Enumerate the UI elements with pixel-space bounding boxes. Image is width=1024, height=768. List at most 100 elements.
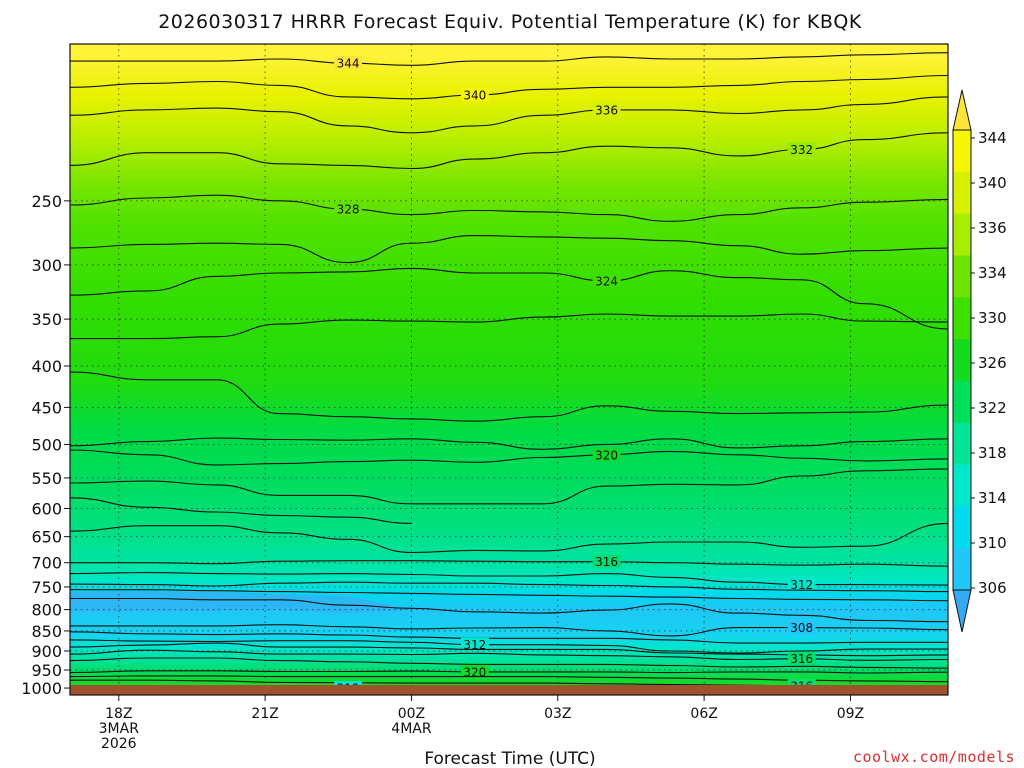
plot-border — [69, 43, 949, 696]
contour-line-310-18 — [70, 597, 948, 623]
contour-label-bg — [592, 554, 621, 568]
colorbar-label-344: 344 — [978, 129, 1007, 147]
contour-label-bg — [787, 651, 816, 665]
contour-label-bg — [460, 637, 489, 651]
contour-label-bg — [334, 202, 363, 216]
contour-label-bg — [592, 102, 621, 116]
contour-label-332: 332 — [790, 143, 813, 157]
contour-line-316-14 — [70, 560, 948, 567]
contour-label-336: 336 — [595, 103, 618, 117]
x-tick-label-24-1: 4MAR — [391, 721, 432, 737]
contour-line-318-24 — [70, 657, 948, 669]
colorbar-segment-8 — [953, 422, 971, 466]
x-tick-label-24-0: 00Z — [398, 706, 425, 722]
chart-title: 2026030317 HRRR Forecast Equiv. Potentia… — [158, 11, 862, 33]
colorbar-label-306: 306 — [978, 579, 1007, 597]
contour-label-bg — [460, 664, 489, 678]
x-tick-label-18-2: 2026 — [101, 736, 137, 752]
colorbar-segment-4 — [953, 255, 971, 298]
y-tick-label-400: 400 — [31, 357, 62, 376]
colorbar: 344 340 336 334 330 326 322 318 314 310 306 — [952, 89, 1007, 633]
colorbar-label-322: 322 — [978, 399, 1007, 417]
contour-label-308: 308 — [790, 621, 813, 635]
colorbar-label-334: 334 — [978, 264, 1007, 282]
cold-pocket-region — [70, 590, 412, 614]
y-tick-label-850: 850 — [31, 622, 62, 641]
colorbar-segment-1 — [953, 130, 971, 173]
contour-line-320-25 — [70, 670, 948, 674]
x-tick-label-27-0: 03Z — [544, 706, 571, 722]
contour-line-308-20 — [70, 631, 948, 644]
y-tick-label-450: 450 — [31, 398, 62, 417]
contour-line-324-6 — [70, 267, 948, 330]
colorbar-segment-7 — [953, 380, 971, 424]
colorbar-segment-3 — [953, 213, 971, 256]
colorbar-frame — [952, 129, 972, 591]
contour-label-320: 320 — [463, 665, 486, 679]
contour-line-312-21 — [70, 639, 948, 654]
y-tick-label-300: 300 — [31, 256, 62, 275]
contour-line-312-17 — [70, 589, 948, 602]
colorbar-top-arrow — [952, 89, 972, 131]
contour-label-bg — [334, 56, 363, 70]
y-tick-label-550: 550 — [31, 469, 62, 488]
y-tick-label-250: 250 — [31, 192, 62, 211]
y-tick-label-800: 800 — [31, 601, 62, 620]
colorbar-segment-6 — [953, 339, 971, 382]
y-tick-label-650: 650 — [31, 528, 62, 547]
credit-label: coolwx.com/models — [853, 748, 1015, 766]
contour-label-340: 340 — [463, 89, 486, 103]
y-tick-label-900: 900 — [31, 642, 62, 661]
contour-label-316: 316 — [790, 652, 813, 666]
contour-label-312: 312 — [463, 638, 486, 652]
contour-label-316: 316 — [595, 555, 618, 569]
terrain-strip — [70, 685, 948, 695]
contour-label-bg — [787, 577, 816, 591]
colorbar-segment-5 — [953, 297, 971, 340]
colorbar-bottom-arrow — [952, 589, 972, 633]
contour-label-320: 320 — [595, 448, 618, 462]
contour-line-318-13 — [70, 522, 948, 554]
y-tick-label-700: 700 — [31, 554, 62, 573]
contour-lines: 3443403363323283243203163123083123163203… — [70, 52, 948, 695]
y-tick-label-750: 750 — [31, 578, 62, 597]
contour-line-320-10 — [70, 449, 948, 466]
y-tick-label-1000: 1000 — [21, 679, 62, 698]
contour-label-bg — [787, 142, 816, 156]
plot-frame — [69, 43, 949, 696]
colorbar-label-318: 318 — [978, 444, 1007, 462]
y-tick-label-350: 350 — [31, 310, 62, 329]
contour-line-318-12 — [70, 497, 412, 524]
colorbar-segment-9 — [953, 464, 971, 507]
x-tick-label-21-0: 21Z — [251, 706, 278, 722]
plot-area-fills — [70, 44, 948, 695]
x-axis-label: Forecast Time (UTC) — [424, 749, 595, 768]
contour-line-340-1 — [70, 74, 948, 100]
contour-line-328-5 — [70, 235, 948, 264]
contour-label-bg — [460, 88, 489, 102]
colorbar-label-340: 340 — [978, 174, 1007, 192]
contour-label-bg — [787, 620, 816, 634]
contour-label-bg — [592, 447, 621, 461]
x-tick-label-33-0: 09Z — [837, 706, 864, 722]
contour-line-318-11 — [70, 468, 948, 505]
contour-label-312: 312 — [790, 578, 813, 592]
contour-line-312-16 — [70, 581, 948, 593]
y-axis: 2503003504004505005506006507007508008509… — [21, 192, 70, 698]
contour-line-328-4 — [70, 194, 948, 222]
colorbar-segment-10 — [953, 506, 971, 549]
contour-label-328: 328 — [337, 203, 360, 217]
contour-line-344-0 — [70, 52, 948, 66]
contour-line-320-9 — [70, 437, 948, 450]
contour-line-324-7 — [70, 313, 948, 340]
colorbar-label-310: 310 — [978, 534, 1007, 552]
contour-label-344: 344 — [337, 57, 360, 71]
contour-line-322-8 — [70, 371, 948, 422]
colorbar-label-314: 314 — [978, 489, 1007, 507]
y-tick-label-950: 950 — [31, 661, 62, 680]
x-tick-label-18-1: 3MAR — [99, 721, 140, 737]
x-tick-label-18-0: 18Z — [105, 706, 132, 722]
x-tick-label-30-0: 06Z — [690, 706, 717, 722]
